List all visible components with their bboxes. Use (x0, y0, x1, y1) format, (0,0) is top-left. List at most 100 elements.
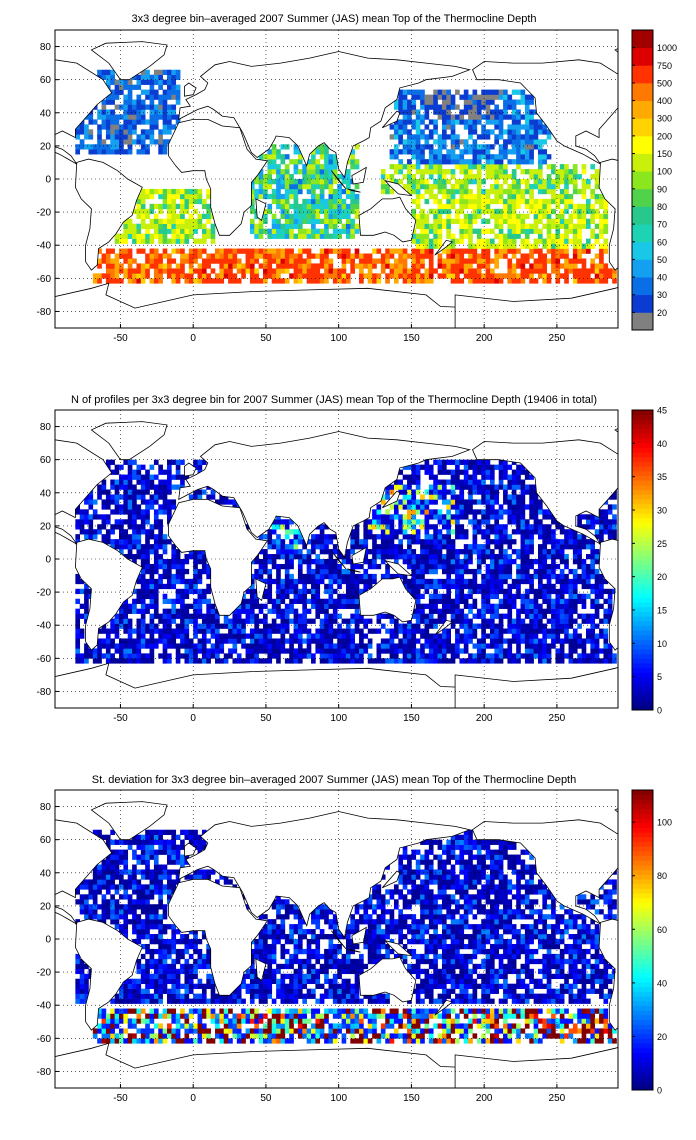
data-cell (201, 228, 207, 234)
data-cell (105, 504, 111, 510)
data-cell (193, 613, 198, 619)
x-tick-label: 0 (190, 333, 196, 344)
data-cell (529, 114, 534, 120)
data-cell (428, 618, 434, 624)
data-cell (572, 253, 578, 259)
data-cell (105, 263, 111, 269)
data-cell (197, 193, 203, 200)
data-cell (119, 494, 124, 500)
data-cell (249, 583, 255, 590)
data-cell (350, 588, 355, 595)
data-cell (284, 593, 290, 600)
data-cell (402, 104, 408, 110)
data-cell (529, 188, 534, 195)
data-cell (324, 598, 329, 604)
data-cell (485, 94, 491, 100)
data-cell (441, 129, 447, 135)
data-cell (162, 149, 168, 155)
data-cell (324, 154, 329, 160)
data-cell (119, 263, 124, 269)
data-cell (140, 238, 146, 244)
data-cell (542, 208, 548, 215)
data-cell (280, 263, 286, 269)
data-cell (315, 583, 321, 590)
data-cell (389, 154, 395, 160)
data-cell (468, 223, 473, 229)
data-cell (511, 559, 517, 565)
data-cell (511, 203, 517, 210)
data-cell (472, 529, 478, 535)
data-cell (498, 208, 504, 215)
data-cell (398, 89, 403, 95)
data-cell (140, 514, 146, 520)
data-cell (254, 559, 259, 565)
data-cell (328, 598, 334, 604)
data-cell (84, 598, 89, 604)
data-cell (415, 499, 421, 505)
data-cell (311, 228, 316, 234)
data-cell (206, 208, 211, 215)
data-cell (324, 213, 329, 220)
data-cell (271, 233, 277, 239)
data-cell (603, 203, 609, 210)
data-cell (119, 618, 124, 624)
data-cell (167, 188, 172, 195)
data-cell (145, 104, 150, 110)
data-cell (350, 263, 355, 269)
data-cell (507, 613, 513, 619)
data-cell (280, 248, 286, 254)
data-cell (263, 253, 268, 259)
data-cell (328, 263, 334, 269)
data-cell (289, 603, 294, 609)
data-cell (485, 243, 491, 249)
data-cell (145, 193, 150, 200)
data-cell (520, 193, 526, 200)
data-cell (136, 588, 142, 595)
data-cell (219, 248, 225, 254)
data-cell (428, 509, 434, 515)
data-cell (324, 648, 329, 654)
data-cell (420, 104, 425, 110)
data-cell (280, 208, 286, 215)
data-cell (324, 208, 329, 215)
data-cell (188, 228, 194, 234)
data-cell (101, 253, 107, 259)
data-cell (79, 603, 85, 609)
data-cell (476, 203, 482, 210)
data-cell (289, 549, 294, 555)
data-cell (293, 583, 299, 590)
data-cell (136, 623, 142, 629)
data-cell (337, 188, 342, 195)
data-cell (511, 268, 517, 274)
data-cell (437, 213, 443, 220)
data-cell (411, 174, 417, 180)
data-cell (516, 258, 521, 264)
data-cell (446, 648, 452, 654)
data-cell (297, 563, 303, 570)
data-cell (516, 469, 521, 475)
data-cell (145, 559, 150, 565)
data-cell (516, 658, 521, 664)
data-cell (267, 203, 273, 210)
data-cell (489, 494, 495, 500)
data-cell (245, 263, 251, 269)
data-cell (389, 179, 395, 185)
data-cell (167, 559, 172, 565)
data-cell (463, 658, 469, 664)
data-cell (297, 658, 303, 664)
data-cell (472, 573, 478, 580)
data-cell (197, 593, 203, 600)
data-cell (280, 169, 286, 175)
data-cell (145, 223, 150, 229)
data-cell (524, 243, 530, 249)
data-cell (345, 273, 351, 279)
data-cell (485, 519, 491, 525)
data-cell (415, 484, 421, 490)
data-cell (258, 648, 264, 654)
data-cell (468, 494, 473, 500)
data-cell (420, 99, 425, 105)
data-cell (105, 519, 111, 525)
data-cell (324, 179, 329, 185)
data-cell (459, 278, 465, 284)
data-cell (428, 499, 434, 505)
